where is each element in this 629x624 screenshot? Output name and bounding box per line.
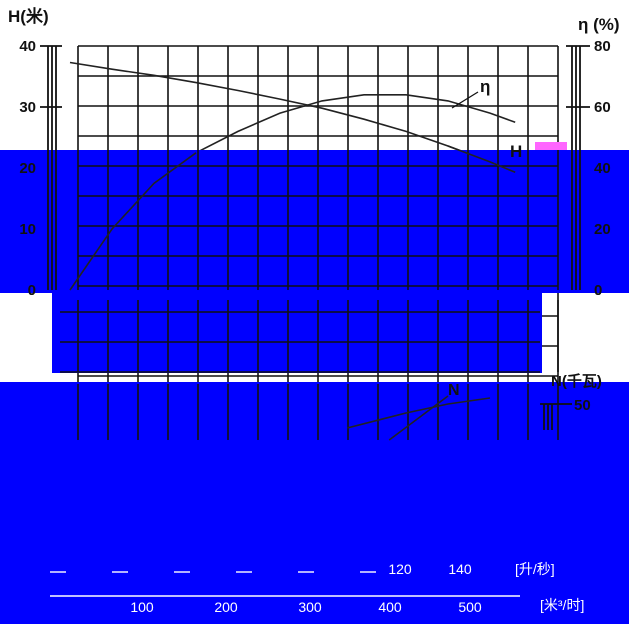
- x-unit-bottom: [米³/时]: [540, 597, 584, 613]
- band-right-tick: 0: [594, 282, 602, 299]
- curve-n-branch: [388, 395, 449, 441]
- curve-n-label: N: [448, 382, 460, 399]
- band-right-tick: 20: [594, 221, 611, 238]
- blue-band-1: [0, 150, 629, 293]
- x-ticks-top: 120 140: [50, 561, 472, 577]
- x-ticks-bottom: 100 200 300 400 500: [50, 595, 520, 615]
- blue-band-2: [52, 293, 542, 373]
- power-axis-label: N(千瓦): [551, 373, 602, 390]
- power-tick-50: 50: [574, 397, 591, 414]
- x-tick-bottom: 500: [458, 599, 482, 615]
- x-unit-top: [升/秒]: [515, 561, 555, 577]
- band-left-tick: 0: [28, 282, 36, 299]
- curve-eta-leader: [451, 91, 479, 109]
- x-tick-bottom: 100: [130, 599, 154, 615]
- band-right-tick: 40: [594, 160, 611, 177]
- blue-band-4: [0, 557, 629, 624]
- x-tick-top: 140: [448, 561, 472, 577]
- right-tick-label: 80: [594, 38, 611, 55]
- band-left-tick: 20: [19, 160, 36, 177]
- band-left-tick: 10: [19, 221, 36, 238]
- left-tick-label: 40: [19, 38, 36, 55]
- right-tick-label: 60: [594, 99, 611, 116]
- band-curve-h: [447, 145, 516, 174]
- x-tick-bottom: 300: [298, 599, 322, 615]
- left-tick-label: 30: [19, 99, 36, 116]
- x-tick-bottom: 400: [378, 599, 402, 615]
- right-axis-label: η (%): [578, 15, 620, 34]
- curve-h-label: H: [510, 142, 522, 161]
- accent-mark: [535, 142, 567, 150]
- blue-band-3: [0, 382, 629, 557]
- x-tick-top: 120: [388, 561, 412, 577]
- x-tick-bottom: 200: [214, 599, 238, 615]
- left-axis-label: H(米): [8, 6, 49, 26]
- curve-n: [347, 397, 491, 429]
- curve-eta-label: η: [480, 77, 490, 96]
- band-curve-eta: [69, 152, 197, 291]
